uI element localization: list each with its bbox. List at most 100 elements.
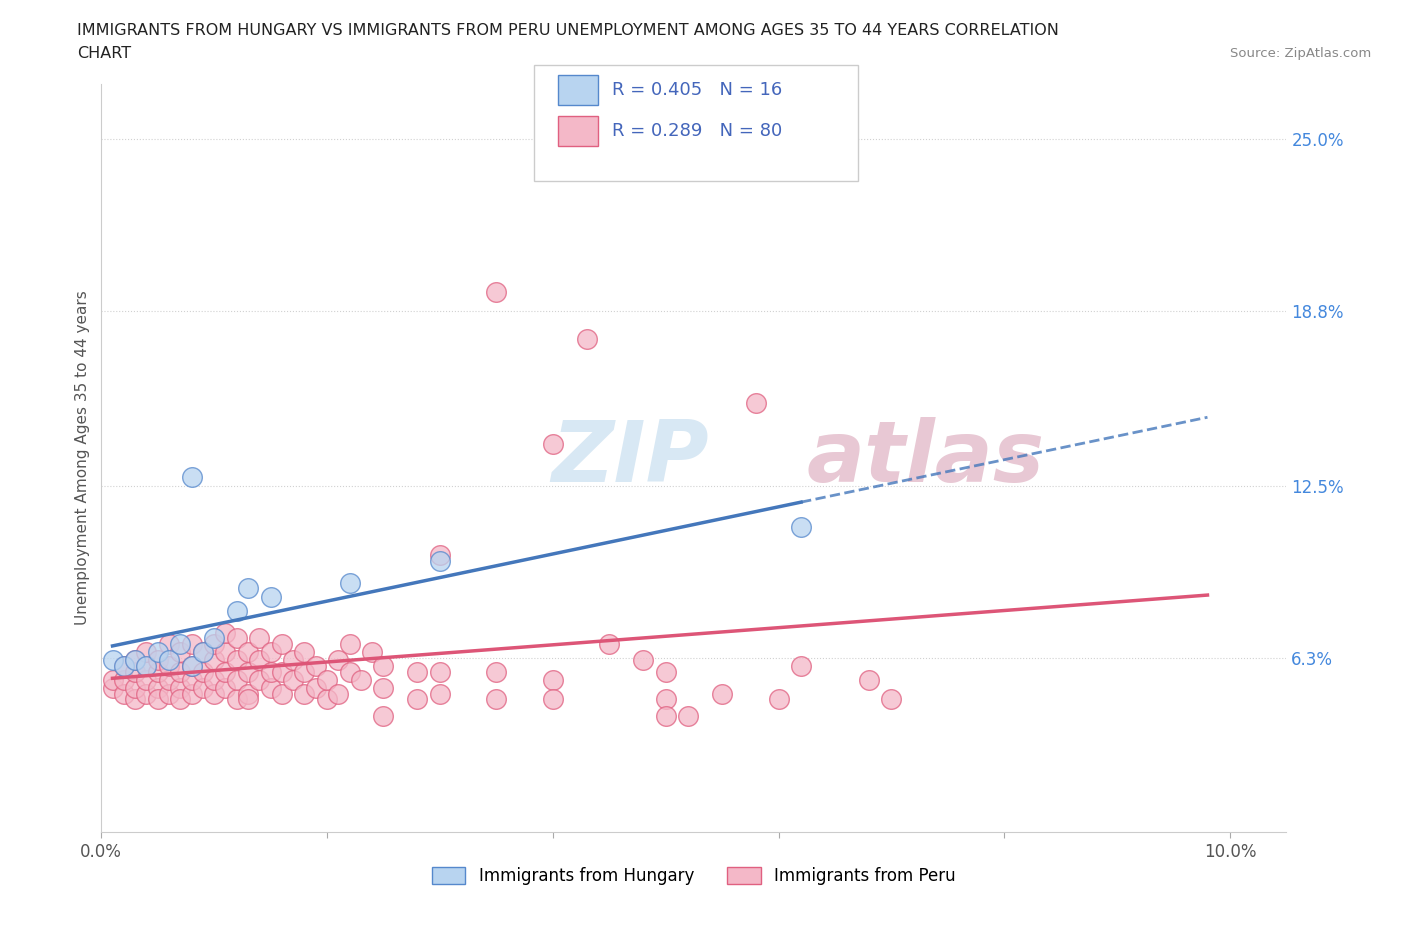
Point [350, 672, 373, 687]
Point [191, 664, 214, 679]
Point [135, 658, 157, 673]
Point [146, 653, 169, 668]
Point [305, 681, 328, 696]
Point [575, 331, 598, 346]
Point [880, 692, 903, 707]
Text: CHART: CHART [77, 46, 131, 61]
Point [259, 664, 281, 679]
Point [406, 664, 429, 679]
Text: atlas: atlas [807, 417, 1045, 499]
Point [790, 520, 813, 535]
Point [485, 664, 508, 679]
Point [259, 681, 281, 696]
Point [236, 692, 259, 707]
Point [858, 672, 880, 687]
Point [101, 653, 124, 668]
Point [180, 658, 202, 673]
Point [429, 686, 451, 701]
Point [339, 636, 361, 651]
Point [124, 664, 146, 679]
Point [135, 672, 157, 687]
Point [294, 644, 316, 659]
Point [429, 664, 451, 679]
Point [281, 653, 304, 668]
Point [270, 686, 292, 701]
Point [294, 664, 316, 679]
Point [124, 692, 146, 707]
Point [214, 664, 236, 679]
Point [101, 681, 124, 696]
Point [169, 644, 191, 659]
Point [316, 672, 339, 687]
Point [157, 636, 180, 651]
Point [180, 470, 202, 485]
Point [112, 658, 135, 673]
Point [101, 672, 124, 687]
Point [180, 672, 202, 687]
Point [191, 644, 214, 659]
Point [169, 664, 191, 679]
Point [202, 672, 225, 687]
Point [711, 686, 734, 701]
Point [225, 692, 247, 707]
Text: IMMIGRANTS FROM HUNGARY VS IMMIGRANTS FROM PERU UNEMPLOYMENT AMONG AGES 35 TO 44: IMMIGRANTS FROM HUNGARY VS IMMIGRANTS FR… [77, 23, 1059, 38]
Point [146, 681, 169, 696]
Point [214, 625, 236, 640]
Point [339, 664, 361, 679]
Point [202, 636, 225, 651]
Point [146, 644, 169, 659]
Point [202, 631, 225, 645]
Point [654, 692, 676, 707]
Point [124, 681, 146, 696]
Point [157, 658, 180, 673]
Text: ZIP: ZIP [551, 417, 709, 499]
Point [373, 658, 395, 673]
Point [654, 664, 676, 679]
Point [541, 672, 564, 687]
Point [270, 664, 292, 679]
Point [406, 692, 429, 707]
Point [270, 636, 292, 651]
Point [146, 664, 169, 679]
Text: R = 0.405   N = 16: R = 0.405 N = 16 [612, 81, 782, 100]
Y-axis label: Unemployment Among Ages 35 to 44 years: Unemployment Among Ages 35 to 44 years [75, 291, 90, 625]
Point [112, 686, 135, 701]
Point [768, 692, 790, 707]
Point [169, 692, 191, 707]
Point [328, 686, 350, 701]
Point [294, 686, 316, 701]
Point [373, 681, 395, 696]
Point [541, 692, 564, 707]
Point [180, 636, 202, 651]
Point [169, 636, 191, 651]
Point [259, 590, 281, 604]
Point [225, 603, 247, 618]
Point [745, 395, 768, 410]
Point [157, 686, 180, 701]
Point [631, 653, 654, 668]
Point [214, 644, 236, 659]
Text: R = 0.289   N = 80: R = 0.289 N = 80 [612, 122, 782, 140]
Point [485, 285, 508, 299]
Point [247, 631, 270, 645]
Point [225, 653, 247, 668]
Point [361, 644, 384, 659]
Point [202, 653, 225, 668]
Point [429, 548, 451, 563]
Point [541, 437, 564, 452]
Point [157, 653, 180, 668]
Point [214, 681, 236, 696]
Point [373, 709, 395, 724]
Point [180, 686, 202, 701]
Point [146, 692, 169, 707]
Point [135, 686, 157, 701]
Point [247, 653, 270, 668]
Point [191, 644, 214, 659]
Point [259, 644, 281, 659]
Point [169, 681, 191, 696]
Point [236, 686, 259, 701]
Point [236, 644, 259, 659]
Point [281, 672, 304, 687]
Point [429, 553, 451, 568]
Point [247, 672, 270, 687]
